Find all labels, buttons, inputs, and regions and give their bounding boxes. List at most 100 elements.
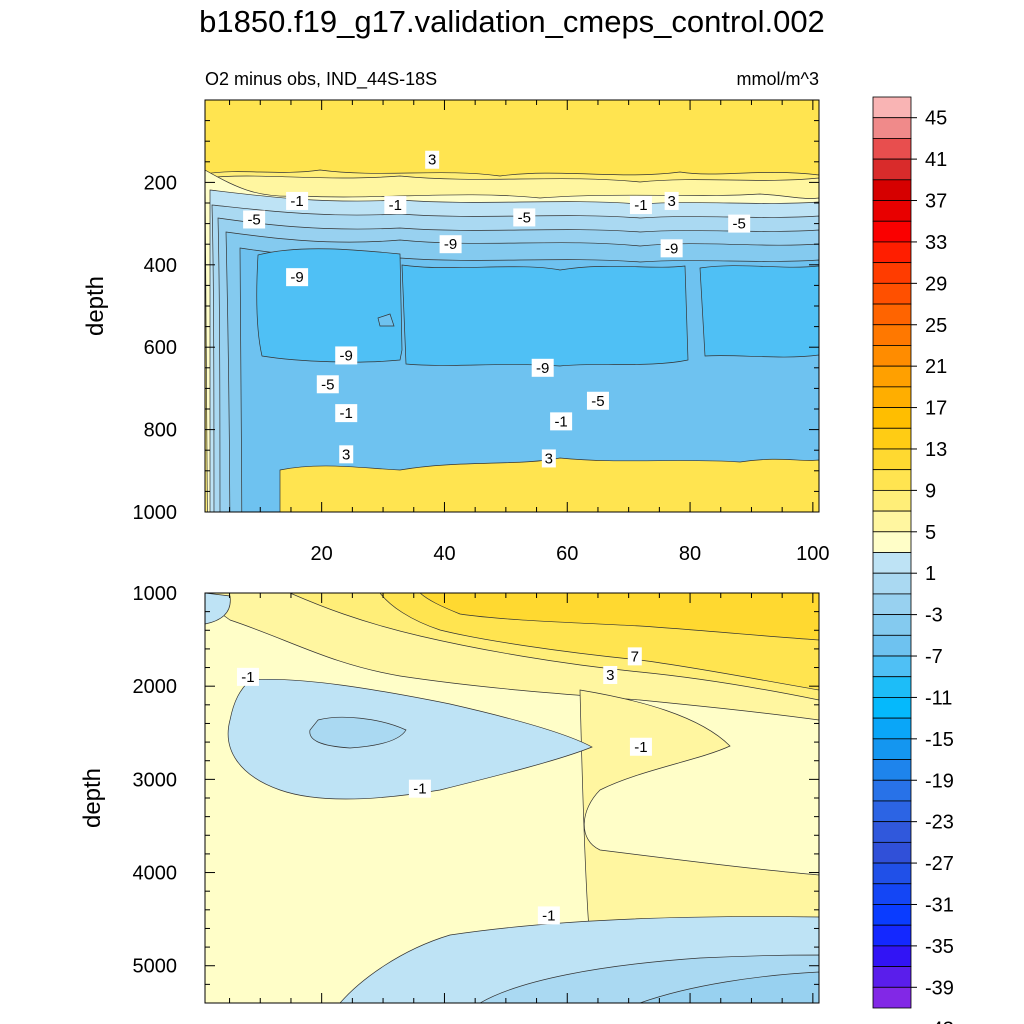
contour-label-box: [335, 346, 358, 365]
x-tick-label: 100: [796, 543, 829, 565]
units-label: mmol/m^3: [737, 69, 819, 89]
colorbar-label: -39: [925, 977, 954, 999]
colorbar-swatch: [872, 655, 912, 678]
fill-negative-core: [309, 716, 407, 749]
colorbar: 45 41 37 33 29 25 21 17 13 9 5 1 -3 -7 -11 -15 -19 -23 -27…: [872, 96, 954, 1024]
fill-level-m13-left: [256, 248, 403, 363]
lower-contour-labels: 73 -1 -1 -1 -1: [236, 647, 652, 925]
colorbar-swatch: [872, 386, 912, 408]
colorbar-swatch: [872, 738, 912, 760]
colorbar-label: 5: [925, 522, 936, 544]
colorbar-swatch: [872, 552, 912, 574]
colorbar-label: -7: [925, 646, 943, 668]
colorbar-label: 33: [925, 232, 947, 254]
colorbar-swatch: [872, 904, 912, 926]
x-tick-label: 40: [433, 543, 455, 565]
colorbar-swatch: [872, 179, 912, 201]
contour-label-box: [728, 214, 751, 233]
contour-label-box: [629, 737, 652, 756]
colorbar-label: -27: [925, 853, 954, 875]
colorbar-swatch: [872, 448, 912, 471]
colorbar-swatch: [872, 489, 912, 512]
colorbar-swatch: [872, 924, 912, 947]
upper-panel: 3 -1 -1 -1 3 -5 -5 -5 -9 -9 -9 -9 -9 -5 -5 -1 -1 3 3 20 40 6…: [82, 99, 830, 565]
y-tick-label: 1000: [133, 583, 178, 605]
y-tick-label: 3000: [133, 769, 178, 791]
contour-label: -1: [241, 669, 254, 686]
colorbar-labels: 45 41 37 33 29 25 21 17 13 9 5 1 -3 -7 -11 -15 -19 -23 -27…: [911, 108, 954, 1024]
contour-label: -5: [591, 393, 604, 410]
colorbar-swatch: [872, 469, 912, 491]
contour-label: -1: [413, 781, 426, 798]
x-tick-label: 80: [679, 543, 701, 565]
colorbar-swatch: [872, 759, 912, 781]
contour-label: -9: [536, 360, 549, 377]
colorbar-swatch: [872, 862, 912, 885]
contour-label-box: [408, 779, 431, 798]
colorbar-label: 45: [925, 108, 947, 130]
y-tick-label: 200: [144, 172, 177, 194]
colorbar-swatch: [872, 220, 912, 243]
colorbar-label: -31: [925, 894, 954, 916]
lower-y-axis: 1000 2000 3000 4000 5000: [133, 583, 819, 1004]
contour-label-box: [586, 391, 609, 410]
y-tick-label: 400: [144, 255, 177, 277]
colorbar-label: -15: [925, 729, 954, 751]
contour-label: -1: [389, 197, 402, 214]
colorbar-label: 17: [925, 398, 947, 420]
contour-label: 7: [631, 648, 639, 665]
colorbar-swatch: [872, 841, 912, 864]
contour-label: 3: [545, 450, 553, 467]
x-tick-label: 20: [311, 543, 333, 565]
colorbar-swatch: [872, 117, 912, 139]
colorbar-swatch: [872, 779, 912, 802]
colorbar-swatch: [872, 883, 912, 905]
contour-label-box: [541, 449, 556, 468]
colorbar-label: 1: [925, 563, 936, 585]
fill-level-9-bottom: [279, 457, 819, 512]
colorbar-swatch: [872, 717, 912, 740]
contour-label-box: [425, 150, 440, 169]
colorbar-label: 29: [925, 273, 947, 295]
upper-y-axis: 200 400 600 800 1000: [133, 99, 819, 524]
contour-label-box: [660, 239, 683, 258]
colorbar-label: -43: [925, 1019, 954, 1024]
contour-label-box: [439, 235, 462, 254]
colorbar-swatch: [872, 427, 912, 450]
contour-label: 3: [606, 667, 614, 684]
colorbar-swatch: [872, 200, 912, 222]
contour-label-box: [627, 647, 642, 666]
colorbar-swatch: [872, 96, 912, 119]
colorbar-swatch: [872, 634, 912, 657]
contour-label: -5: [321, 376, 334, 393]
colorbar-label: -11: [925, 687, 952, 709]
lower-panel: 73 -1 -1 -1 -1 1000 2000 3000 4000 5000 depth: [79, 583, 820, 1004]
colorbar-swatch: [872, 986, 912, 1009]
lower-y-axis-title: depth: [79, 768, 106, 828]
upper-contour-labels: 3 -1 -1 -1 3 -5 -5 -5 -9 -9 -9 -9 -9 -5 -5 -1 -1 3 3: [243, 150, 751, 468]
colorbar-swatch: [872, 510, 912, 533]
lower-contour-fill: [205, 593, 819, 1003]
colorbar-label: 21: [925, 356, 947, 378]
contour-label: -9: [340, 347, 353, 364]
fill-level-m13-middle: [401, 264, 689, 367]
colorbar-swatch: [872, 531, 912, 553]
colorbar-swatch: [872, 407, 912, 429]
fill-level-m13-right: [699, 265, 819, 358]
colorbar-label: 13: [925, 439, 947, 461]
fill-level-9-deep: [419, 593, 819, 641]
colorbar-swatch: [872, 614, 912, 636]
colorbar-label: 41: [925, 149, 947, 171]
left-string: O2 minus obs, IND_44S-18S: [205, 69, 437, 90]
colorbar-swatch: [872, 572, 912, 595]
upper-x-axis: 20 40 60 80 100: [229, 100, 830, 565]
contour-label-box: [339, 445, 354, 464]
figure-title: b1850.f19_g17.validation_cmeps_control.0…: [199, 4, 825, 39]
contour-label-box: [629, 196, 652, 215]
contour-label-box: [513, 208, 536, 227]
colorbar-label: 9: [925, 480, 936, 502]
contour-label: 3: [342, 446, 350, 463]
colorbar-swatch: [872, 282, 912, 305]
contour-label: -9: [444, 236, 457, 253]
